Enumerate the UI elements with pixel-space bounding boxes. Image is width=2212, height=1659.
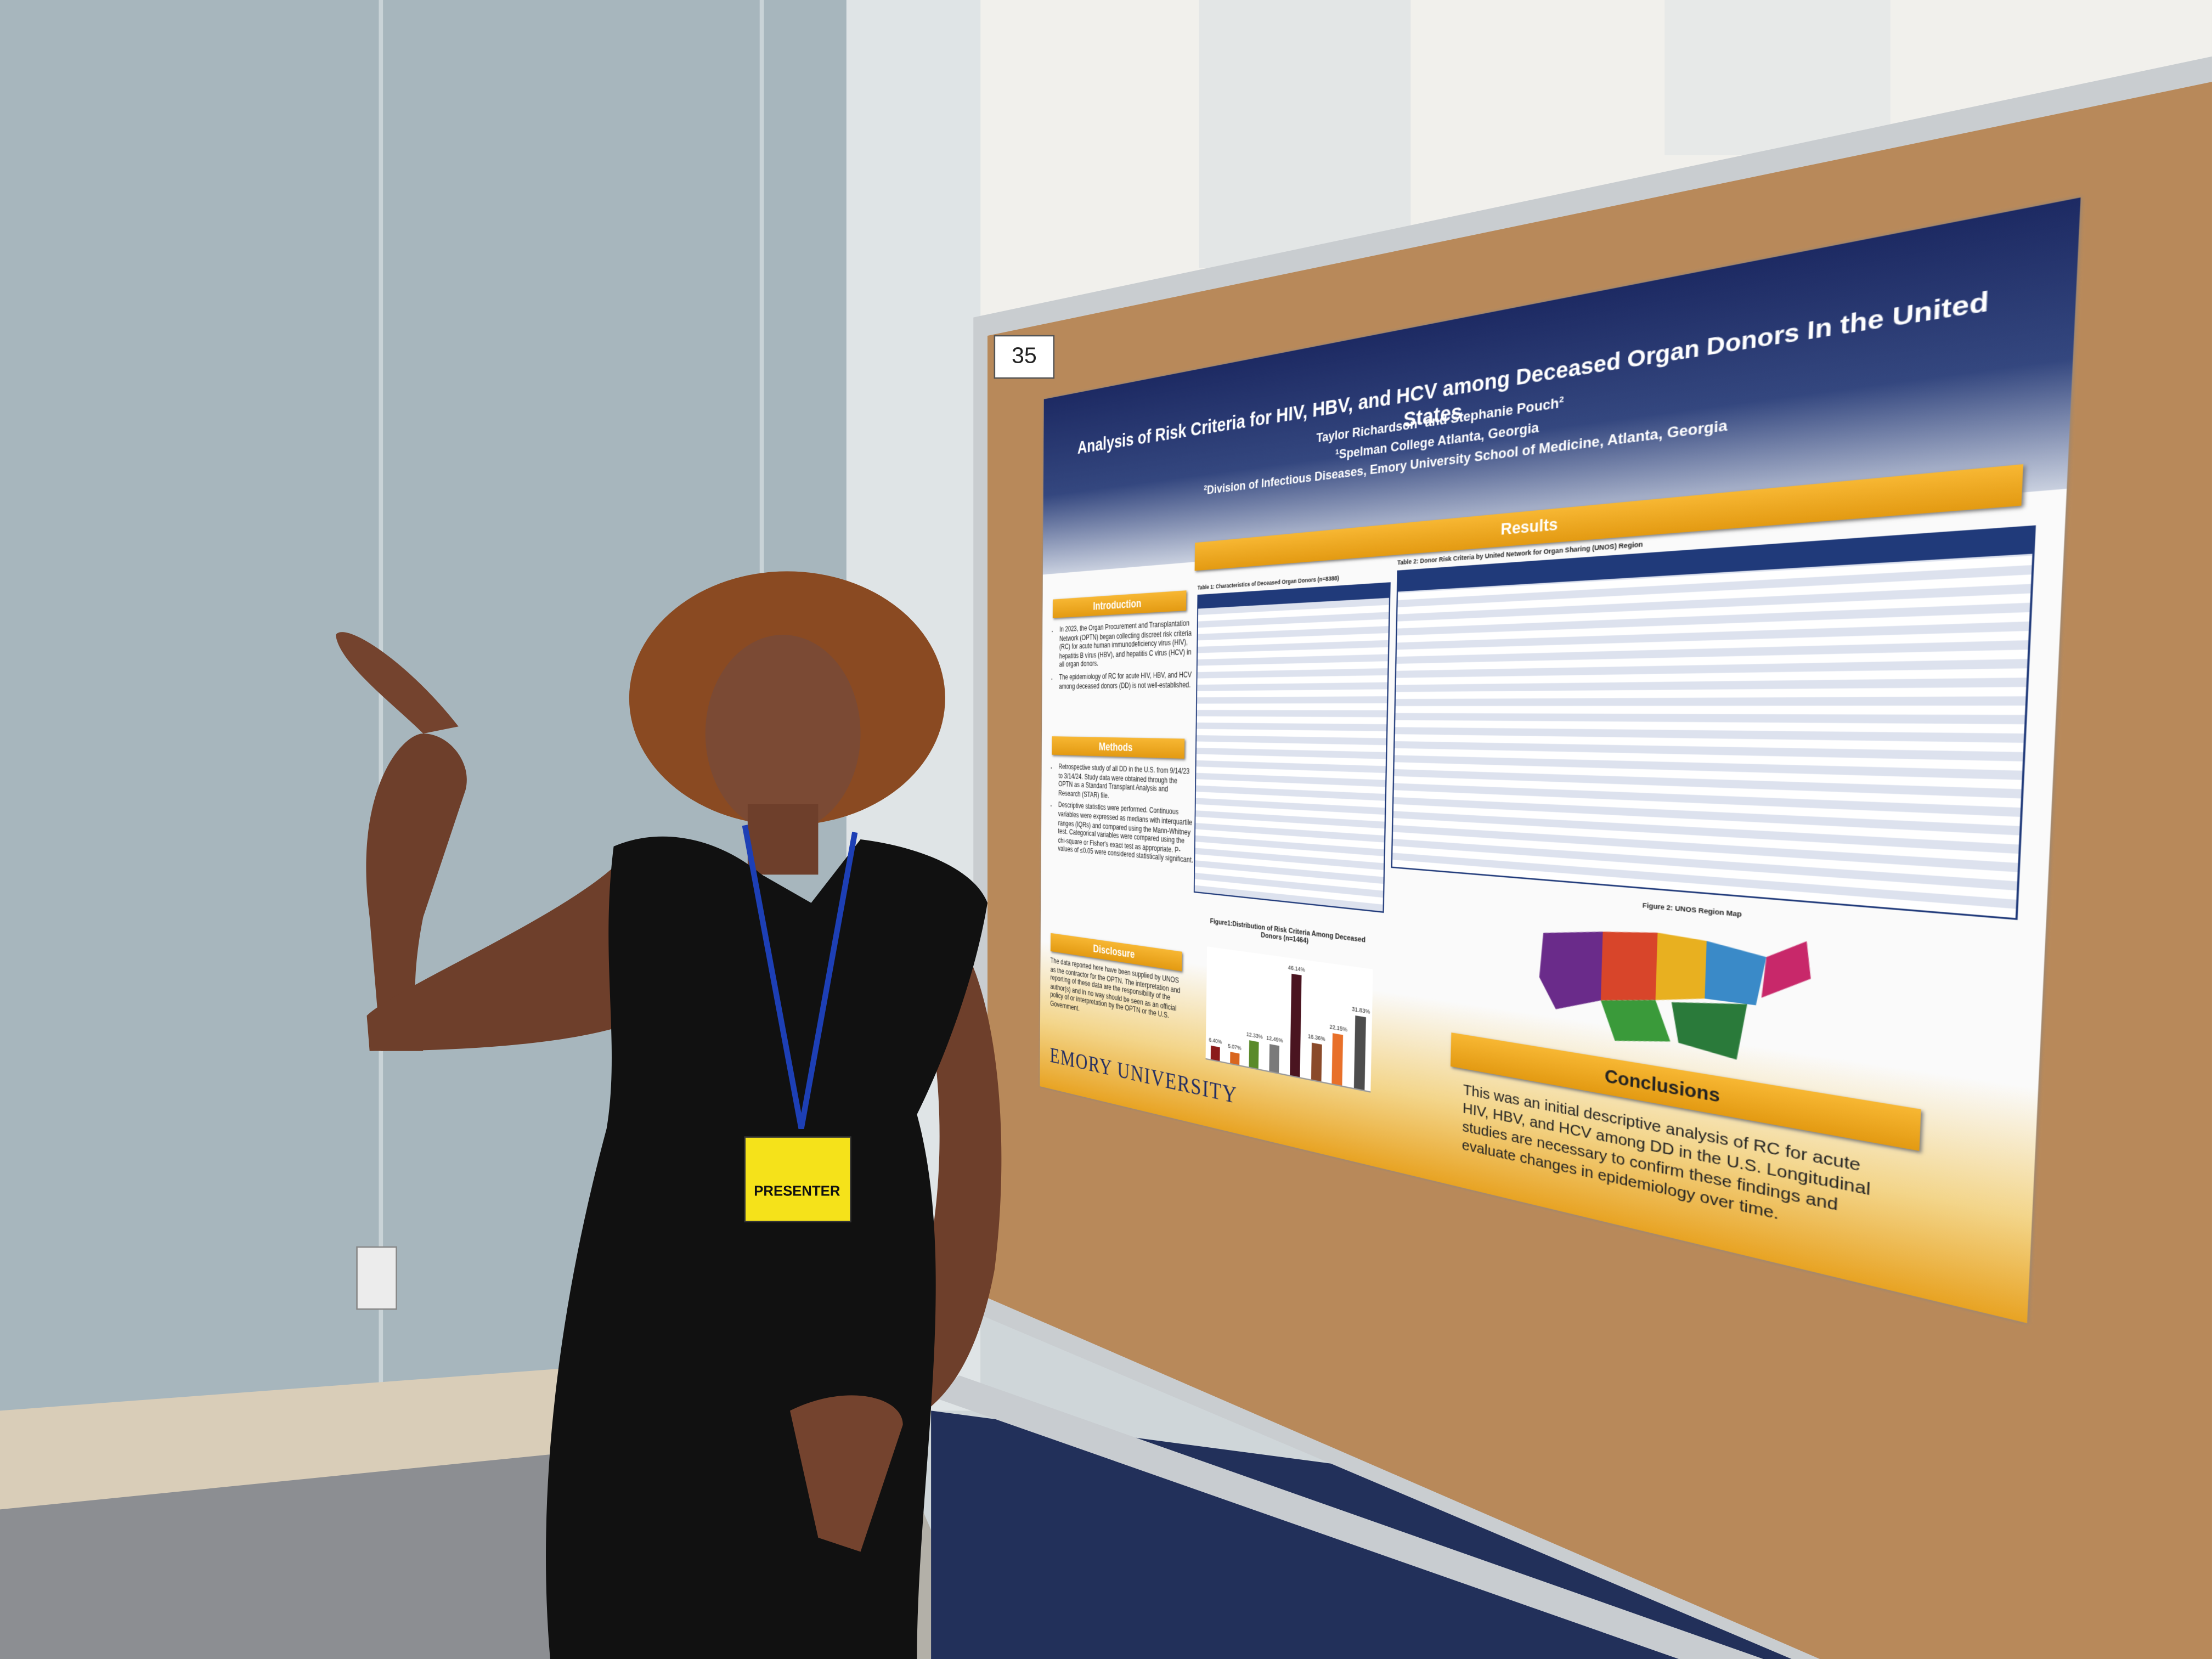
- lower-arm: [874, 902, 1002, 1425]
- hand: [789, 1395, 903, 1552]
- map-region: [1538, 925, 1603, 1016]
- bar: [1311, 1043, 1322, 1082]
- face: [705, 635, 861, 833]
- window-panel: [1199, 0, 1411, 268]
- bar: [1249, 1040, 1260, 1069]
- value-label: 12.49%: [1266, 1034, 1283, 1044]
- bar: [1332, 1034, 1344, 1086]
- section-heading: Methods: [1052, 736, 1185, 759]
- table: [1391, 525, 2036, 920]
- value-label: 31.83%: [1351, 1005, 1370, 1015]
- map-region: [1655, 933, 1707, 1007]
- map-region: [1761, 936, 1813, 1004]
- bullet: Descriptive statistics were performed. C…: [1058, 803, 1194, 867]
- badge: [744, 1136, 851, 1223]
- bar: [1289, 973, 1302, 1077]
- neck: [747, 804, 819, 875]
- upper-arm: [366, 860, 649, 1051]
- raised-arm: [366, 733, 467, 1051]
- value-label: 16.36%: [1307, 1033, 1325, 1043]
- outlet: [356, 1246, 397, 1310]
- methods-list: Retrospective study of all DD in the U.S…: [1049, 764, 1195, 871]
- bullet: Retrospective study of all DD in the U.S…: [1058, 764, 1195, 807]
- board-number: 35: [1012, 342, 1037, 368]
- bar: [1210, 1046, 1220, 1061]
- section-heading: Introduction: [1052, 590, 1187, 618]
- table: [1193, 582, 1391, 913]
- bar: [1229, 1052, 1239, 1065]
- intro-list: In 2023, the Organ Procurement and Trans…: [1051, 620, 1197, 696]
- window-panel: [1664, 0, 1891, 155]
- bullet: The epidemiology of RC for acute HIV, HB…: [1059, 672, 1196, 692]
- lanyard: [742, 825, 858, 1130]
- bar: [1354, 1015, 1367, 1091]
- map-region: [1599, 992, 1672, 1049]
- map-region: [1705, 941, 1767, 1007]
- board-leg: [931, 1375, 1764, 1659]
- hand: [335, 632, 459, 734]
- value-label: 5.07%: [1228, 1043, 1242, 1052]
- bar: [1269, 1043, 1280, 1073]
- map-region: [1670, 994, 1747, 1061]
- map-region: [1600, 927, 1658, 1008]
- dress: [546, 836, 988, 1659]
- figure-title: Figure1:Distribution of Risk Criteria Am…: [1210, 918, 1366, 946]
- value-label: 22.15%: [1329, 1024, 1347, 1034]
- bullet: In 2023, the Organ Procurement and Trans…: [1059, 620, 1197, 671]
- number-card: [994, 335, 1055, 379]
- value-label: 46.14%: [1288, 963, 1305, 973]
- baseboard: [0, 1368, 565, 1510]
- badge-label: PRESENTER: [754, 1184, 840, 1199]
